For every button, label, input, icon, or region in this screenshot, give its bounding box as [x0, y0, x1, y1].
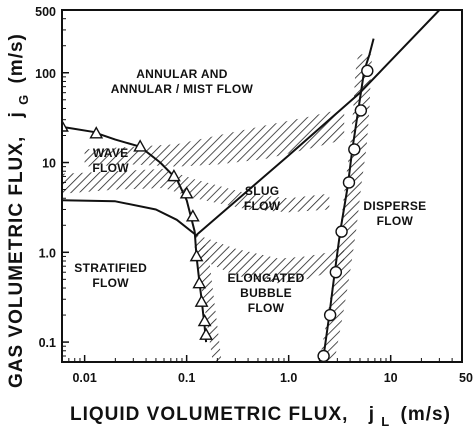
y-axis-label-subscript: G — [16, 94, 31, 105]
region-label: FLOW — [244, 199, 281, 213]
circle-marker — [323, 308, 337, 322]
boundary-line-3 — [62, 199, 196, 235]
region-label: ELONGATED — [227, 271, 304, 285]
y-tick-label: 1.0 — [39, 246, 56, 260]
y-tick-label: 100 — [35, 67, 56, 81]
y-axis-label: GAS VOLUMETRIC FLUX, j G (m/s) — [6, 33, 33, 388]
x-axis-label: LIQUID VOLUMETRIC FLUX, j L (m/s) — [70, 404, 451, 431]
x-tick-label: 10 — [384, 371, 398, 385]
region-label: BUBBLE — [240, 286, 292, 300]
triangle-marker — [133, 139, 148, 152]
transition-band-wave-lower — [62, 168, 330, 213]
triangle-marker — [189, 248, 204, 262]
y-axis-label-main: GAS VOLUMETRIC FLUX, — [6, 136, 27, 388]
region-label: DISPERSE — [363, 199, 426, 213]
x-axis-label-unit: (m/s) — [401, 404, 451, 425]
region-label: FLOW — [248, 301, 285, 315]
transition-band-stratified-vertical — [194, 245, 222, 362]
triangle-marker — [62, 119, 69, 132]
triangle-marker — [192, 276, 207, 289]
region-label: ANNULAR AND — [136, 67, 228, 81]
circle-marker — [329, 266, 343, 279]
region-label: SLUG — [245, 184, 280, 198]
y-axis-ticks: 0.1 1.0 10 100 500 — [35, 5, 69, 357]
x-axis-label-main: LIQUID VOLUMETRIC FLUX, — [70, 404, 348, 425]
x-tick-label: 1.0 — [280, 371, 297, 385]
plot-frame — [61, 9, 463, 363]
circle-marker — [361, 64, 374, 78]
x-axis-ticks: 0.01 0.1 1.0 10 50 — [68, 355, 473, 385]
y-axis-label-unit: (m/s) — [6, 33, 27, 83]
circle-marker — [335, 225, 348, 238]
boundary-line-4 — [194, 10, 441, 238]
triangle-marker — [89, 126, 104, 139]
y-axis-label-symbol: j — [6, 111, 27, 118]
y-tick-label: 0.1 — [39, 336, 56, 350]
x-axis-label-symbol: j — [368, 404, 375, 425]
triangle-marker — [197, 313, 212, 327]
transition-band-slug-lower — [194, 234, 345, 284]
circle-marker — [348, 143, 361, 156]
x-tick-label: 50 — [459, 371, 473, 385]
triangle-marker — [185, 209, 200, 222]
region-label: FLOW — [92, 161, 129, 175]
data-markers — [62, 64, 374, 362]
x-tick-label: 0.01 — [72, 371, 96, 385]
region-label: FLOW — [377, 214, 414, 228]
y-tick-label: 500 — [35, 5, 56, 19]
x-axis-label-subscript: L — [381, 414, 390, 429]
boundary-line-5 — [322, 38, 375, 357]
region-label: FLOW — [92, 276, 129, 290]
triangle-marker — [167, 169, 181, 182]
y-tick-label: 10 — [42, 157, 56, 171]
triangle-marker — [194, 294, 209, 307]
circle-marker — [354, 104, 368, 117]
x-tick-label: 0.1 — [178, 371, 195, 385]
triangle-marker — [199, 327, 213, 340]
region-label: STRATIFIED — [74, 261, 147, 275]
region-label: WAVE — [93, 146, 129, 160]
region-label: ANNULAR / MIST FLOW — [111, 82, 254, 96]
transition-band-wave-upper — [84, 108, 345, 167]
triangle-marker — [179, 186, 194, 199]
circle-marker — [342, 176, 356, 189]
